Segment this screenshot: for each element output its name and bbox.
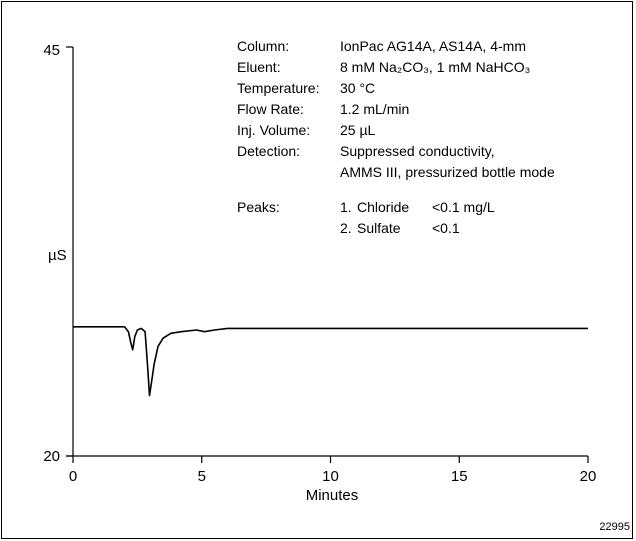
- condition-value-column: IonPac AG14A, AS14A, 4-mm: [340, 38, 526, 54]
- x-tick-label-5: 5: [198, 468, 206, 485]
- condition-value-flow-rate: 1.2 mL/min: [340, 101, 409, 117]
- peak-1-number: 1.: [340, 199, 352, 215]
- condition-label-detection: Detection:: [237, 143, 300, 159]
- condition-value-temperature: 30 °C: [340, 80, 375, 96]
- conditions-block: Column: IonPac AG14A, AS14A, 4-mm Eluent…: [237, 38, 555, 236]
- x-tick-label-20: 20: [580, 468, 597, 485]
- condition-value-detection: Suppressed conductivity,: [340, 143, 495, 159]
- peak-2-number: 2.: [340, 220, 352, 236]
- x-axis-label: Minutes: [306, 487, 359, 504]
- peak-1-name: Chloride: [357, 199, 409, 215]
- chromatogram-trace: [73, 326, 588, 397]
- condition-value-detection-line2: AMMS III, pressurized bottle mode: [340, 164, 555, 180]
- y-tick-label-45: 45: [43, 42, 60, 59]
- condition-value-eluent: 8 mM Na₂CO₃, 1 mM NaHCO₃: [340, 59, 530, 75]
- condition-label-inj-volume: Inj. Volume:: [237, 122, 310, 138]
- condition-label-temperature: Temperature:: [237, 80, 319, 96]
- y-axis-label: µS: [48, 247, 67, 264]
- y-tick-label-20: 20: [43, 448, 60, 465]
- peak-2-name: Sulfate: [357, 220, 401, 236]
- peak-2-amount: <0.1: [432, 220, 460, 236]
- x-tick-label-0: 0: [69, 468, 77, 485]
- peak-1-amount: <0.1 mg/L: [432, 199, 495, 215]
- condition-label-column: Column:: [237, 38, 289, 54]
- figure-id: 22995: [599, 521, 630, 533]
- peaks-label: Peaks:: [237, 199, 280, 215]
- condition-label-flow-rate: Flow Rate:: [237, 101, 304, 117]
- condition-value-inj-volume: 25 µL: [340, 122, 376, 138]
- x-tick-label-10: 10: [322, 468, 339, 485]
- condition-label-eluent: Eluent:: [237, 59, 281, 75]
- x-tick-label-15: 15: [451, 468, 468, 485]
